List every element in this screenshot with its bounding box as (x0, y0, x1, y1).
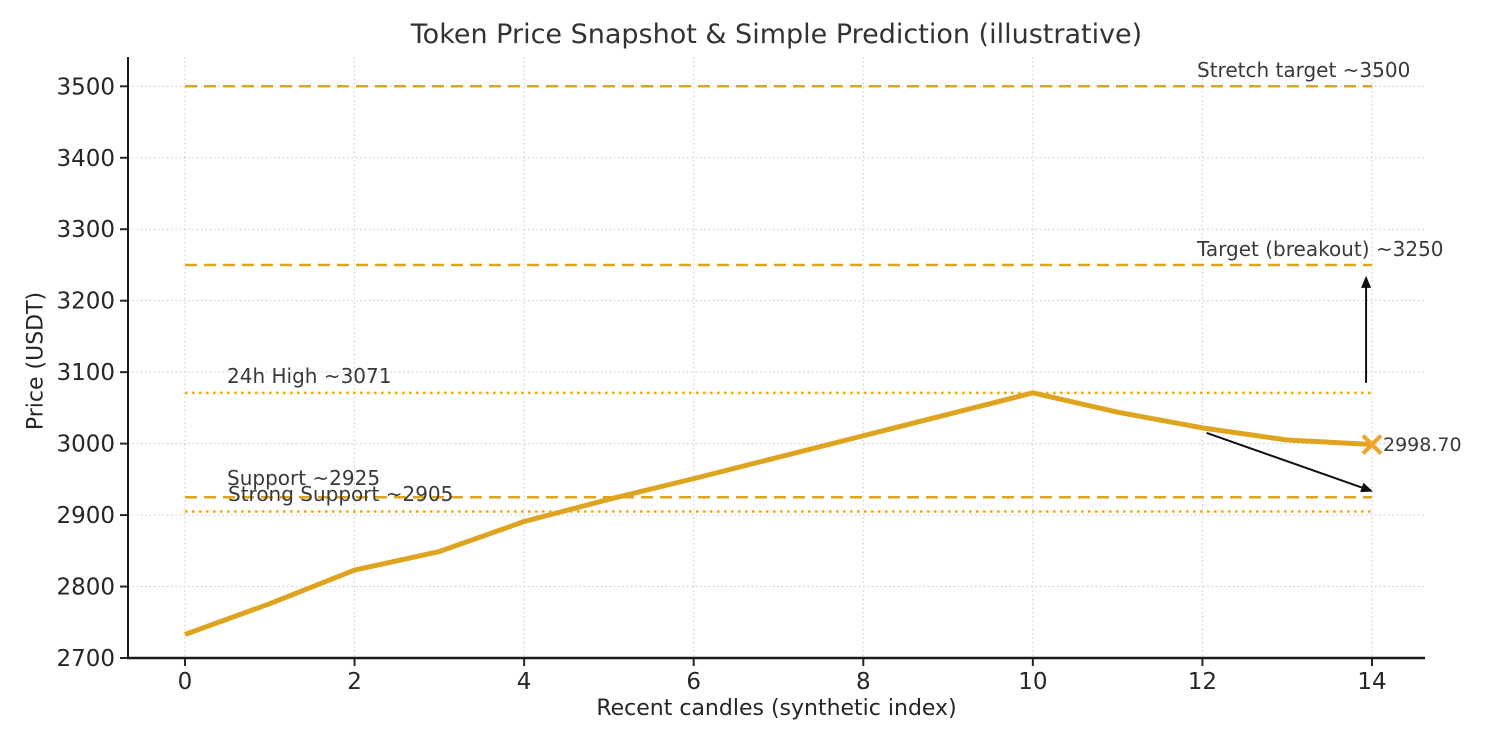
x-tick-label: 2 (347, 669, 362, 695)
y-tick-label: 2700 (56, 646, 115, 672)
x-tick-label: 0 (178, 669, 193, 695)
x-tick-label: 6 (686, 669, 701, 695)
stretch-target-annotation: Stretch target ~3500 (1197, 58, 1411, 82)
x-tick-label: 14 (1357, 669, 1386, 695)
x-tick-label: 4 (517, 669, 532, 695)
x-tick-label: 8 (856, 669, 871, 695)
last-price-annotation: 2998.70 (1383, 434, 1462, 456)
support-annotation: Support ~2925 (227, 466, 381, 490)
x-tick-label: 12 (1188, 669, 1217, 695)
x-axis-label: Recent candles (synthetic index) (596, 696, 957, 721)
y-tick-label: 3200 (56, 289, 115, 315)
y-tick-label: 3100 (56, 360, 115, 386)
y-tick-label: 2800 (56, 575, 115, 601)
breakout-target-annotation: Target (breakout) ~3250 (1197, 237, 1444, 261)
chart-title: Token Price Snapshot & Simple Prediction… (410, 19, 1143, 50)
strong-support-annotation: Strong Support ~2905 (228, 482, 454, 506)
y-tick-label: 3500 (56, 74, 115, 100)
x-tick-label: 10 (1018, 669, 1047, 695)
y-tick-label: 3000 (56, 432, 115, 458)
24h-high-annotation: 24h High ~3071 (227, 364, 392, 388)
price-line (184, 390, 1373, 637)
y-axis-label: Price (USDT) (23, 291, 49, 431)
y-tick-label: 3400 (56, 146, 115, 172)
y-tick-label: 3300 (56, 217, 115, 243)
trend-arrow (1206, 431, 1374, 493)
end-marker-x-icon (1361, 434, 1383, 455)
y-tick-label: 2900 (56, 503, 115, 529)
